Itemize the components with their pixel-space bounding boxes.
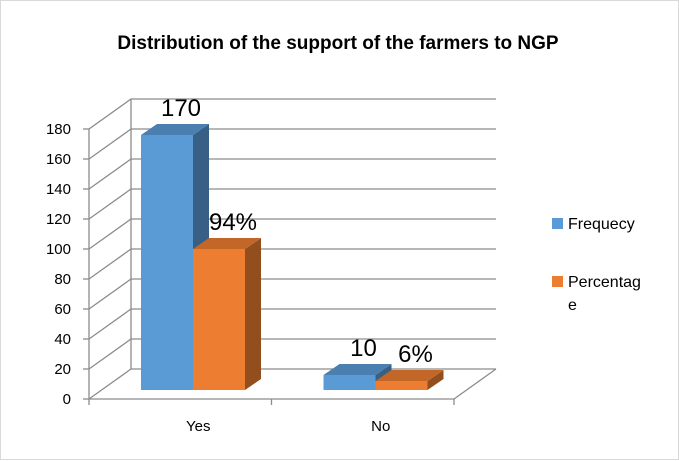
y-tick-label: 160: [46, 151, 71, 168]
bar: [375, 381, 428, 390]
data-label: 6%: [398, 341, 433, 368]
legend-label: e: [568, 297, 577, 314]
data-label: 170: [161, 95, 201, 122]
bar-top: [323, 364, 392, 375]
y-tick-label: 80: [54, 271, 71, 288]
y-tick-label: 120: [46, 211, 71, 228]
legend-swatch: [552, 218, 563, 229]
bar: [323, 375, 376, 390]
y-tick-label: 100: [46, 241, 71, 258]
bar-side: [245, 238, 261, 390]
y-tick-label: 180: [46, 121, 71, 138]
y-tick-label: 20: [54, 361, 71, 378]
y-tick-label: 60: [54, 301, 71, 318]
bar: [193, 249, 245, 390]
bar-top: [193, 238, 261, 249]
bar: [141, 135, 193, 390]
bar-side: [427, 370, 444, 390]
data-label: 94%: [209, 209, 257, 236]
chart-title: Distribution of the support of the farme…: [117, 33, 559, 54]
gridline: [88, 98, 496, 130]
legend-swatch: [552, 276, 563, 287]
bar-top: [141, 124, 209, 135]
x-category-label: No: [371, 418, 390, 435]
y-tick-label: 140: [46, 181, 71, 198]
y-tick-label: 0: [63, 391, 71, 408]
bar-top: [375, 370, 444, 381]
legend-label: Percentag: [568, 274, 641, 291]
y-tick-label: 40: [54, 331, 71, 348]
legend-label: Frequecy: [568, 216, 635, 233]
x-category-label: Yes: [186, 418, 210, 435]
data-label: 10: [350, 335, 377, 362]
